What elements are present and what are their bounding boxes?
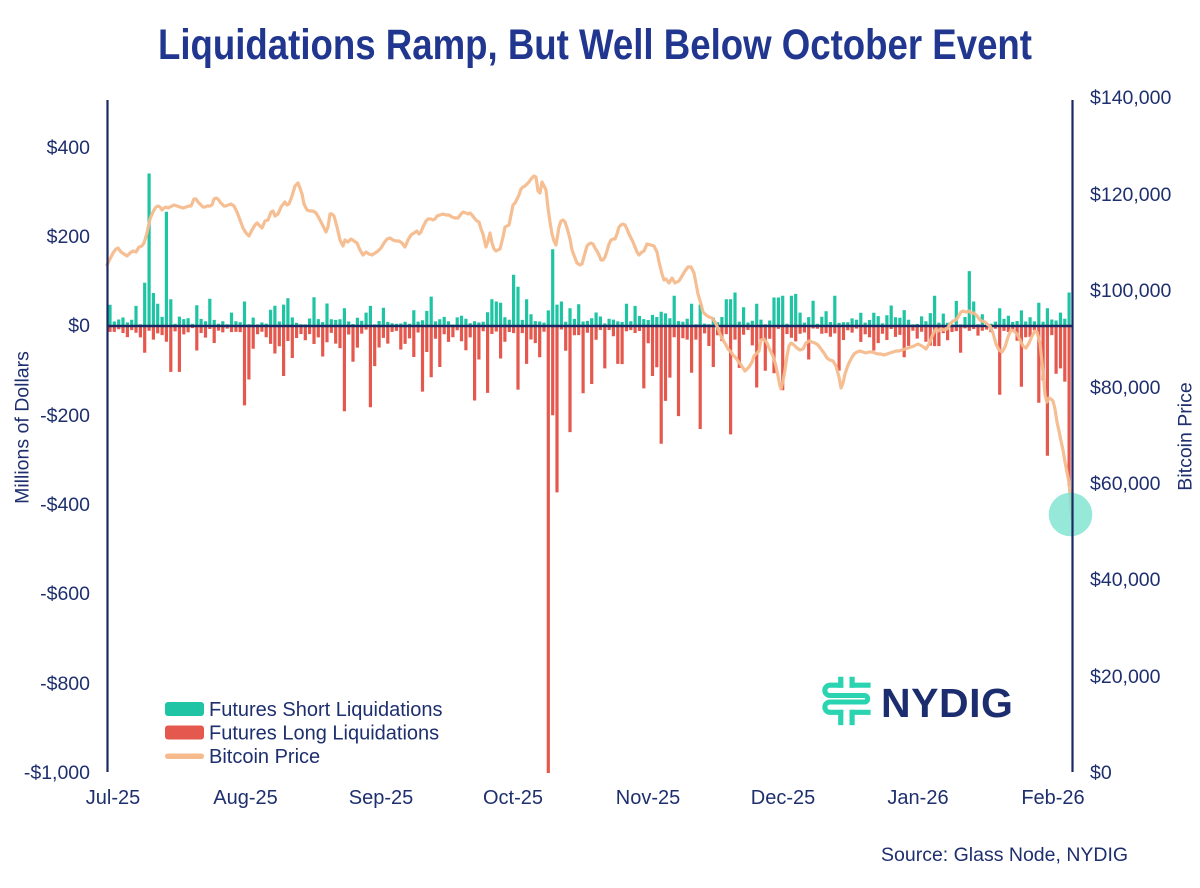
svg-text:-$600: -$600: [40, 583, 90, 605]
svg-text:$20,000: $20,000: [1090, 666, 1161, 688]
svg-text:Aug-25: Aug-25: [213, 787, 278, 809]
svg-text:$60,000: $60,000: [1090, 473, 1161, 495]
svg-text:$0: $0: [68, 315, 90, 337]
svg-text:-$1,000: -$1,000: [24, 762, 90, 784]
svg-text:Bitcoin Price: Bitcoin Price: [1175, 382, 1197, 490]
svg-text:$200: $200: [47, 226, 91, 248]
svg-text:$100,000: $100,000: [1090, 280, 1171, 302]
svg-text:Feb-26: Feb-26: [1021, 787, 1084, 809]
svg-text:Source: Glass Node, NYDIG: Source: Glass Node, NYDIG: [881, 844, 1128, 866]
svg-text:Liquidations Ramp, But Well Be: Liquidations Ramp, But Well Below Octobe…: [158, 21, 1032, 69]
svg-text:$40,000: $40,000: [1090, 569, 1161, 591]
svg-text:-$800: -$800: [40, 673, 90, 695]
svg-text:Millions of Dollars: Millions of Dollars: [12, 351, 34, 504]
svg-text:Dec-25: Dec-25: [751, 787, 815, 809]
svg-text:Nov-25: Nov-25: [616, 787, 680, 809]
svg-text:Futures Short Liquidations: Futures Short Liquidations: [209, 699, 442, 721]
svg-text:Sep-25: Sep-25: [349, 787, 414, 809]
svg-text:-$400: -$400: [40, 494, 90, 516]
svg-text:-$200: -$200: [40, 405, 90, 427]
svg-text:$120,000: $120,000: [1090, 184, 1171, 206]
svg-text:$80,000: $80,000: [1090, 377, 1161, 399]
svg-text:Bitcoin Price: Bitcoin Price: [209, 746, 320, 768]
svg-text:Jan-26: Jan-26: [887, 787, 948, 809]
svg-text:Oct-25: Oct-25: [483, 787, 543, 809]
svg-text:$140,000: $140,000: [1090, 87, 1171, 109]
svg-text:NYDIG: NYDIG: [881, 680, 1013, 726]
svg-text:Jul-25: Jul-25: [86, 787, 140, 809]
svg-text:Futures Long Liquidations: Futures Long Liquidations: [209, 723, 439, 745]
svg-text:$400: $400: [47, 137, 91, 159]
svg-text:$0: $0: [1090, 762, 1112, 784]
